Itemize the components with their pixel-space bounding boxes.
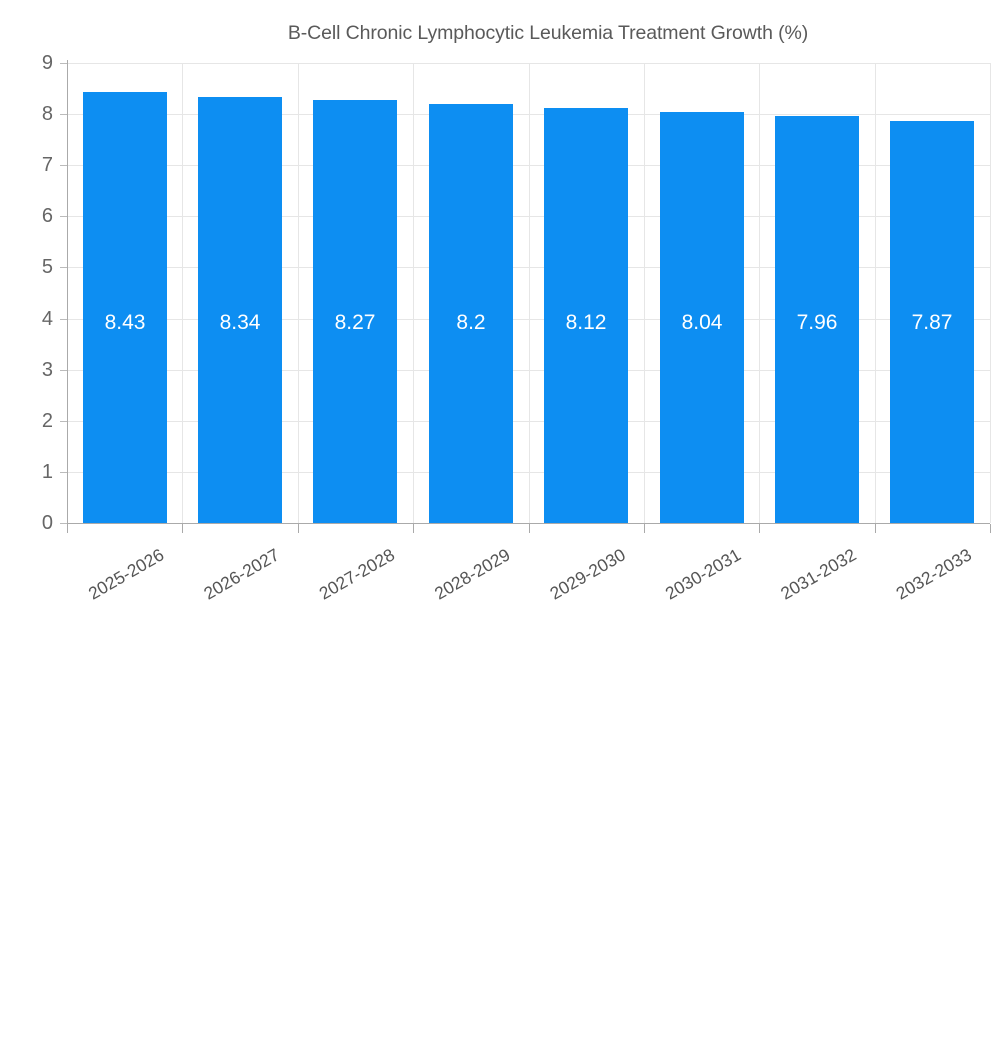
- bar-value-label: 8.27: [334, 310, 376, 334]
- y-gridline: [67, 63, 990, 64]
- x-gridline: [298, 63, 299, 523]
- bar-chart: B-Cell Chronic Lymphocytic Leukemia Trea…: [0, 0, 1000, 604]
- x-gridline: [413, 63, 414, 523]
- y-gridline: [67, 267, 990, 269]
- y-axis-line: [67, 60, 68, 526]
- y-axis-tick-labels: 0 1 2 3 4 5 6 7 8 9: [0, 0, 53, 600]
- bar-value-label: 8.43: [104, 310, 146, 334]
- x-axis-line: [60, 523, 990, 524]
- bar[interactable]: [775, 116, 859, 523]
- plot-area: 8.43 8.34 8.27 8.2 8.12 8.04 7.96 7.87: [67, 63, 991, 524]
- x-axis-tick-mark: [298, 524, 299, 533]
- legend-label[interactable]: B-Cell Chronic Lymphocytic Leukemia Trea…: [287, 21, 809, 44]
- bar-value-label: 7.87: [911, 310, 953, 334]
- bar-value-label: 8.2: [456, 310, 486, 334]
- x-gridline: [529, 63, 530, 523]
- y-axis-tick-label: 2: [41, 409, 53, 432]
- legend-color-swatch[interactable]: [192, 24, 272, 42]
- y-axis-tick-label: 3: [41, 358, 53, 381]
- x-axis-tick-label: 2032-2033: [892, 544, 975, 604]
- bar[interactable]: [660, 112, 744, 523]
- y-axis-tick-mark: [60, 369, 67, 371]
- bar[interactable]: [198, 96, 282, 523]
- bar[interactable]: [544, 107, 628, 523]
- x-gridline: [875, 63, 876, 523]
- x-axis-tick-mark: [875, 524, 876, 533]
- y-axis-tick-mark: [60, 63, 67, 64]
- bar[interactable]: [429, 103, 513, 523]
- bar-value-label: 8.04: [681, 310, 723, 334]
- x-gridline: [182, 63, 183, 523]
- y-gridline: [67, 420, 990, 422]
- y-axis-tick-mark: [60, 267, 67, 269]
- y-gridline: [67, 114, 990, 116]
- y-axis-tick-mark: [60, 114, 67, 116]
- x-axis-tick-label: 2028-2029: [430, 544, 514, 604]
- y-axis-tick-label: 0: [41, 512, 53, 534]
- bar[interactable]: [83, 92, 167, 523]
- bar-value-label: 8.12: [565, 310, 607, 334]
- bar-value-label: 7.96: [796, 310, 838, 334]
- y-gridline: [67, 318, 990, 320]
- bar-value-label: 8.34: [219, 310, 261, 334]
- y-axis-tick-label: 4: [41, 307, 53, 330]
- x-axis-tick-mark: [413, 524, 414, 533]
- x-axis-tick-mark: [529, 524, 530, 533]
- x-axis-tick-mark: [644, 524, 645, 533]
- y-gridline: [67, 369, 990, 371]
- bar[interactable]: [890, 120, 974, 523]
- y-axis-tick-label: 5: [41, 256, 53, 279]
- x-gridline: [990, 63, 991, 523]
- x-axis-tick-label: 2029-2030: [546, 544, 629, 604]
- y-axis-tick-label: 6: [41, 205, 53, 228]
- y-axis-tick-label: 7: [41, 154, 53, 177]
- y-axis-tick-mark: [60, 420, 67, 422]
- y-axis-tick-label: 9: [41, 52, 53, 74]
- x-axis-tick-mark: [990, 524, 991, 533]
- y-axis-tick-mark: [60, 318, 67, 320]
- y-axis-tick-mark: [60, 471, 67, 473]
- bar[interactable]: [313, 100, 397, 523]
- y-axis-tick-label: 8: [41, 103, 53, 126]
- x-axis-tick-mark: [182, 524, 183, 533]
- x-axis-tick-mark: [759, 524, 760, 533]
- x-axis-tick-label: 2026-2027: [200, 544, 283, 604]
- y-axis-tick-mark: [60, 523, 67, 524]
- y-axis-tick-mark: [60, 216, 67, 218]
- y-gridline: [67, 216, 990, 218]
- x-axis-tick-label: 2031-2032: [777, 544, 860, 604]
- y-axis-tick-label: 1: [41, 460, 53, 483]
- chart-legend: B-Cell Chronic Lymphocytic Leukemia Trea…: [0, 16, 1000, 50]
- x-gridline: [759, 63, 760, 523]
- x-gridline: [644, 63, 645, 523]
- y-gridline: [67, 471, 990, 473]
- x-axis-tick-mark: [67, 524, 68, 533]
- y-gridline: [67, 165, 990, 167]
- y-axis-tick-mark: [60, 165, 67, 167]
